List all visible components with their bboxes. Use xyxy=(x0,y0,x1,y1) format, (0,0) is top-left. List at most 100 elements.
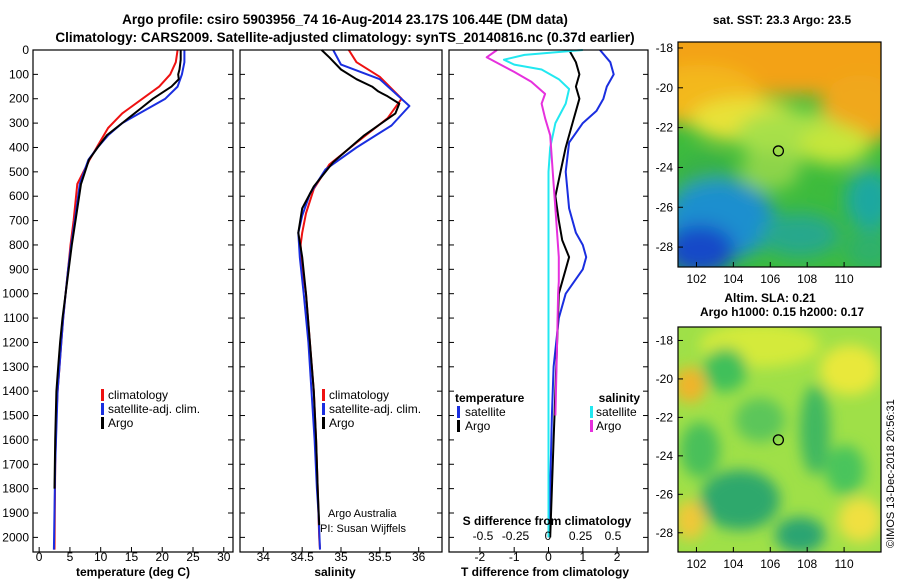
depth-tick-label: 1900 xyxy=(2,506,29,520)
x-tick-label: 35.5 xyxy=(368,550,392,564)
series-satellite-adj-clim-line xyxy=(52,50,186,550)
x-tick-label: 35 xyxy=(334,550,348,564)
imos-timestamp-label: ©IMOS 13-Dec-2018 20:56:31 xyxy=(885,399,897,548)
difference-panel-frame xyxy=(448,49,649,553)
series-climatology-line xyxy=(53,49,179,550)
legend-title-salinity: salinity xyxy=(599,391,641,405)
credit-line2: PI: Susan Wijffels xyxy=(320,523,406,535)
series-t-satellite-line xyxy=(547,49,615,538)
legend-label-s-argo: Argo xyxy=(596,419,622,433)
map-y-tick-label: -24 xyxy=(656,449,674,463)
temperature-panel-frame xyxy=(32,49,234,553)
map-y-tick-label: -22 xyxy=(656,410,674,424)
sst-map-frame xyxy=(677,41,882,268)
x-tick-label: 5 xyxy=(67,550,74,564)
map-x-tick-label: 106 xyxy=(760,557,780,571)
salinity-axis-label: salinity xyxy=(314,565,356,579)
map-y-tick-label: -20 xyxy=(656,81,674,95)
depth-tick-label: 600 xyxy=(9,189,29,203)
depth-tick-label: 1700 xyxy=(2,457,29,471)
map-y-tick-label: -24 xyxy=(656,160,674,174)
legend-label-climatology: climatology xyxy=(108,388,168,402)
map-y-tick-label: -20 xyxy=(656,372,674,386)
series-argo-line xyxy=(297,49,401,526)
figure-title-line1: Argo profile: csiro 5903956_74 16-Aug-20… xyxy=(122,12,568,27)
plot-layer: 0100200300400500600700800900100011001200… xyxy=(2,41,854,571)
sla-heatmap xyxy=(678,327,881,552)
x-tick-label: 15 xyxy=(125,550,139,564)
depth-tick-label: 0 xyxy=(22,43,29,57)
depth-tick-label: 1100 xyxy=(3,311,29,325)
map-x-tick-label: 108 xyxy=(797,557,817,571)
legend-swatch-s-argo xyxy=(590,420,593,432)
legend-label-t-satellite: satellite xyxy=(465,405,506,419)
legend-swatch-t-argo xyxy=(457,420,460,432)
map-x-tick-label: 108 xyxy=(797,272,817,286)
depth-tick-label: 700 xyxy=(9,214,29,228)
map-y-tick-label: -26 xyxy=(656,200,674,214)
x-tick-label: 2 xyxy=(614,550,621,564)
sla-map-title-line1: Altim. SLA: 0.21 xyxy=(724,291,816,305)
legend-swatch-argo xyxy=(101,417,104,429)
x-tick-label: -2 xyxy=(475,550,486,564)
depth-tick-label: 300 xyxy=(9,116,29,130)
legend-swatch-t-satellite xyxy=(457,406,460,418)
x-tick-label: 1 xyxy=(579,550,586,564)
argo-location-marker xyxy=(772,145,785,157)
x-tick-label: 36 xyxy=(412,550,426,564)
x-tick-label: 0 xyxy=(36,550,43,564)
depth-tick-label: 1400 xyxy=(2,384,29,398)
legend-label-argo: Argo xyxy=(329,416,355,430)
legend-swatch-satellite-adj-clim xyxy=(322,403,325,415)
map-y-tick-label: -28 xyxy=(656,240,674,254)
depth-tick-label: 900 xyxy=(9,262,29,276)
depth-tick-label: 800 xyxy=(9,238,29,252)
map-x-tick-label: 104 xyxy=(723,272,743,286)
depth-tick-label: 1200 xyxy=(2,335,29,349)
legend-label-s-satellite: satellite xyxy=(596,405,637,419)
map-y-tick-label: -18 xyxy=(656,333,674,347)
credit-line1: Argo Australia xyxy=(328,508,397,520)
map-x-tick-label: 110 xyxy=(835,272,854,286)
legend-label-argo: Argo xyxy=(108,416,134,430)
legend-label-t-argo: Argo xyxy=(465,419,491,433)
t-difference-axis-label: T difference from climatology xyxy=(461,565,629,579)
map-x-tick-label: 102 xyxy=(686,557,706,571)
map-y-tick-label: -26 xyxy=(656,487,674,501)
sst-heatmap xyxy=(678,42,881,267)
argo-location-marker xyxy=(772,434,785,446)
depth-tick-label: 1500 xyxy=(2,409,29,423)
legend-label-climatology: climatology xyxy=(329,388,389,402)
map-x-tick-label: 106 xyxy=(760,272,780,286)
depth-tick-label: 1300 xyxy=(2,360,29,374)
legend-swatch-s-satellite xyxy=(590,406,593,418)
salinity-panel-frame xyxy=(239,49,443,553)
legend-label-satellite-adj-clim: satellite-adj. clim. xyxy=(329,402,421,416)
map-y-tick-label: -22 xyxy=(656,121,674,135)
legend-swatch-climatology xyxy=(101,389,104,401)
map-y-tick-label: -18 xyxy=(656,41,674,55)
sst-map-title: sat. SST: 23.3 Argo: 23.5 xyxy=(713,13,852,27)
legend-swatch-climatology xyxy=(322,389,325,401)
depth-tick-label: 400 xyxy=(9,140,29,154)
legend-label-satellite-adj-clim: satellite-adj. clim. xyxy=(108,402,200,416)
x-tick-label: 34.5 xyxy=(290,550,314,564)
sla-map-frame xyxy=(677,326,882,553)
x-tick-label: 10 xyxy=(94,550,108,564)
s-diff-tick-label: -0.25 xyxy=(502,529,530,543)
series-satellite-adj-clim-line xyxy=(297,49,411,550)
series-argo-line xyxy=(53,50,182,489)
x-tick-label: 20 xyxy=(156,550,170,564)
legend-title-temperature: temperature xyxy=(455,391,525,405)
s-diff-tick-label: 0 xyxy=(545,529,552,543)
sla-map-title-line2: Argo h1000: 0.15 h2000: 0.17 xyxy=(700,305,864,319)
map-x-tick-label: 104 xyxy=(723,557,743,571)
s-difference-axis-label: S difference from climatology xyxy=(463,514,632,528)
depth-tick-label: 100 xyxy=(9,67,29,81)
series-s-satellite-line xyxy=(502,49,583,538)
legend-swatch-satellite-adj-clim xyxy=(101,403,104,415)
map-x-tick-label: 102 xyxy=(686,272,706,286)
depth-tick-label: 2000 xyxy=(2,530,29,544)
depth-tick-label: 1600 xyxy=(2,433,29,447)
